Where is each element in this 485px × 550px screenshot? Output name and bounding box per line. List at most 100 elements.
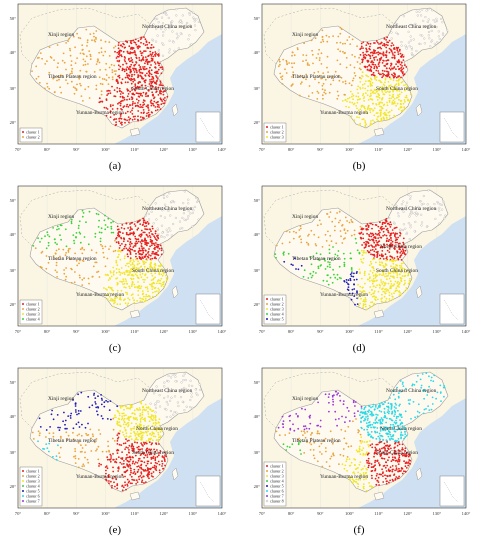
station-dot bbox=[141, 260, 144, 262]
station-dot bbox=[402, 454, 404, 457]
station-dot bbox=[436, 41, 439, 44]
station-dot bbox=[282, 443, 285, 446]
station-dot bbox=[149, 263, 152, 266]
station-dot bbox=[59, 255, 61, 258]
station-dot bbox=[119, 113, 122, 116]
station-dot bbox=[113, 481, 115, 484]
station-dot bbox=[124, 278, 127, 281]
china-outline bbox=[273, 7, 449, 129]
station-dot bbox=[369, 57, 372, 60]
station-dot bbox=[124, 57, 126, 59]
station-dot bbox=[359, 433, 362, 436]
station-dot bbox=[398, 467, 400, 470]
station-dot bbox=[138, 478, 141, 481]
station-dot bbox=[366, 50, 369, 53]
station-dot bbox=[368, 64, 371, 66]
station-dot bbox=[141, 247, 144, 250]
station-dot bbox=[369, 122, 372, 125]
station-dot bbox=[76, 434, 79, 437]
station-dot bbox=[350, 298, 353, 301]
station-dot bbox=[415, 380, 418, 383]
station-dot bbox=[175, 411, 178, 414]
station-dot bbox=[159, 282, 162, 285]
station-dot bbox=[380, 410, 383, 413]
station-dot bbox=[302, 76, 305, 79]
station-dot bbox=[371, 54, 374, 57]
station-dot bbox=[309, 272, 312, 275]
station-dot bbox=[127, 227, 129, 229]
x-tick-label: 100° bbox=[345, 329, 354, 334]
station-dot bbox=[127, 481, 130, 484]
station-dot bbox=[177, 404, 180, 408]
station-dot bbox=[143, 425, 145, 427]
station-dot bbox=[130, 267, 133, 270]
station-dot bbox=[394, 441, 397, 444]
station-dot bbox=[135, 252, 137, 255]
station-dot bbox=[320, 41, 322, 44]
station-dot bbox=[35, 77, 38, 80]
station-dot bbox=[362, 228, 365, 230]
station-dot bbox=[371, 63, 374, 66]
station-dot bbox=[407, 89, 409, 91]
station-dot bbox=[364, 120, 366, 122]
station-dot bbox=[195, 392, 198, 395]
station-dot bbox=[402, 237, 405, 240]
station-dot bbox=[413, 384, 416, 386]
station-dot bbox=[168, 39, 171, 42]
station-dot bbox=[403, 107, 406, 110]
station-dot bbox=[362, 233, 364, 235]
station-dot bbox=[417, 205, 420, 208]
station-dot bbox=[336, 59, 339, 62]
station-dot bbox=[116, 55, 119, 58]
station-dot bbox=[114, 45, 117, 48]
station-dot bbox=[392, 275, 395, 278]
hainan bbox=[129, 309, 141, 319]
station-dot bbox=[116, 484, 119, 487]
station-dot bbox=[362, 300, 365, 303]
station-dot bbox=[130, 222, 133, 224]
station-dot bbox=[137, 250, 140, 252]
station-dot bbox=[52, 255, 55, 257]
legend-label: cluster 2 bbox=[26, 135, 40, 140]
station-dot bbox=[348, 292, 351, 295]
station-dot bbox=[121, 451, 123, 453]
station-dot bbox=[307, 235, 309, 237]
station-dot bbox=[381, 274, 383, 277]
station-dot bbox=[121, 45, 124, 48]
station-dot bbox=[156, 243, 159, 246]
station-dot bbox=[119, 461, 122, 464]
station-dot bbox=[131, 444, 133, 447]
station-dot bbox=[362, 257, 365, 260]
station-dot bbox=[408, 281, 411, 284]
station-dot bbox=[176, 401, 179, 404]
station-dot bbox=[385, 421, 387, 424]
station-dot bbox=[46, 60, 48, 62]
station-dot bbox=[95, 438, 98, 440]
station-dot bbox=[365, 44, 368, 46]
station-dot bbox=[144, 79, 146, 82]
station-dot bbox=[397, 236, 399, 239]
station-dot bbox=[342, 252, 345, 255]
station-dot bbox=[138, 86, 141, 88]
station-dot bbox=[367, 464, 370, 467]
station-dot bbox=[346, 456, 349, 458]
station-dot bbox=[119, 65, 122, 68]
station-dot bbox=[343, 437, 346, 440]
station-dot bbox=[393, 406, 396, 408]
station-dot bbox=[119, 117, 121, 120]
station-dot bbox=[130, 445, 133, 448]
station-dot bbox=[125, 435, 128, 438]
station-dot bbox=[187, 198, 190, 201]
station-dot bbox=[130, 422, 133, 425]
legend-label: cluster 1 bbox=[270, 125, 284, 130]
legend-swatch bbox=[266, 126, 268, 128]
station-dot bbox=[95, 38, 97, 40]
station-dot bbox=[369, 111, 372, 114]
station-dot bbox=[48, 46, 51, 48]
station-dot bbox=[397, 415, 400, 418]
station-dot bbox=[164, 455, 166, 457]
station-dot bbox=[357, 410, 359, 412]
taiwan bbox=[415, 285, 423, 299]
station-dot bbox=[131, 109, 133, 112]
station-dot bbox=[160, 270, 163, 272]
